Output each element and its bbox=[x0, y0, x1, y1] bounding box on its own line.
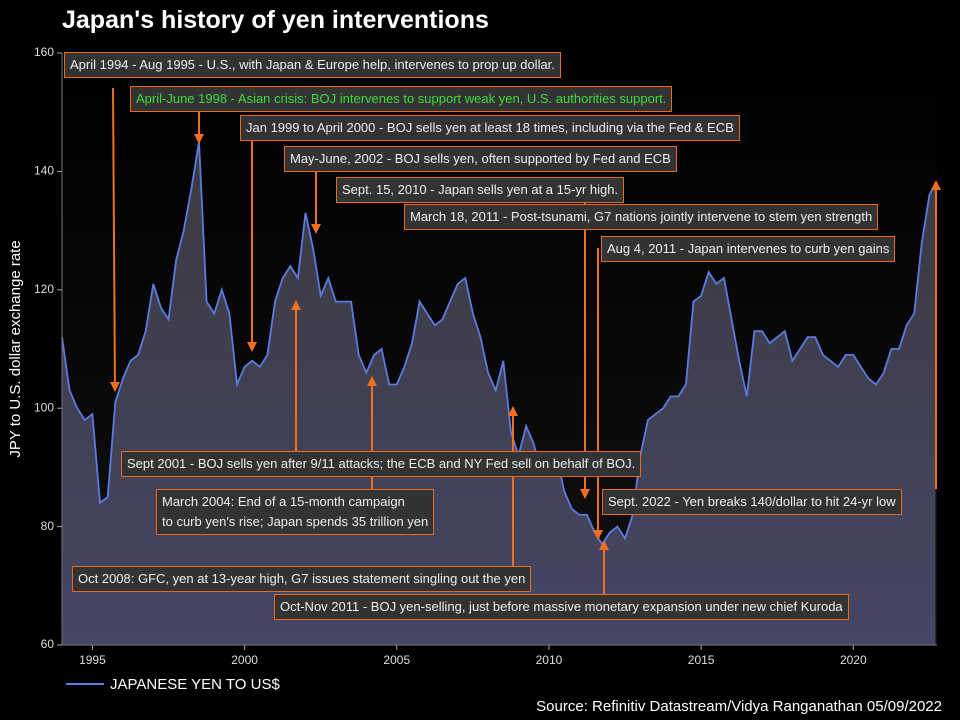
annotation: April 1994 - Aug 1995 - U.S., with Japan… bbox=[64, 52, 561, 78]
annotation-text: Jan 1999 to April 2000 - BOJ sells yen a… bbox=[246, 120, 734, 135]
annotation-text: Oct 2008: GFC, yen at 13-year high, G7 i… bbox=[78, 571, 526, 586]
annotation: Sept. 2022 - Yen breaks 140/dollar to hi… bbox=[602, 489, 902, 515]
annotation: March 2004: End of a 15-month campaign to… bbox=[156, 489, 435, 535]
source: Source: Refinitiv Datastream/Vidya Ranga… bbox=[536, 698, 942, 715]
x-tick-label: 2015 bbox=[688, 653, 715, 667]
annotation-text: May-June, 2002 - BOJ sells yen, often su… bbox=[290, 151, 671, 166]
x-tick-label: 2020 bbox=[840, 653, 867, 667]
y-tick-label: 60 bbox=[41, 637, 55, 651]
x-tick-label: 1995 bbox=[79, 653, 106, 667]
y-tick-label: 160 bbox=[34, 45, 54, 59]
y-tick-label: 140 bbox=[34, 164, 54, 178]
annotation-text: April 1994 - Aug 1995 - U.S., with Japan… bbox=[70, 57, 555, 72]
annotation-text: Sept 2001 - BOJ sells yen after 9/11 att… bbox=[127, 456, 636, 471]
annotation-text: to curb yen's rise; Japan spends 35 tril… bbox=[162, 514, 429, 529]
annotation: March 18, 2011 - Post-tsunami, G7 nation… bbox=[404, 204, 879, 230]
annotation-text: April-June 1998 - Asian crisis: BOJ inte… bbox=[136, 91, 667, 106]
y-axis-label: JPY to U.S. dollar exchange rate bbox=[7, 240, 24, 457]
annotation: Oct-Nov 2011 - BOJ yen-selling, just bef… bbox=[274, 594, 849, 620]
x-tick-label: 2005 bbox=[383, 653, 410, 667]
x-tick-label: 2000 bbox=[231, 653, 258, 667]
chart-title: Japan's history of yen interventions bbox=[62, 6, 489, 34]
annotation: Oct 2008: GFC, yen at 13-year high, G7 i… bbox=[72, 566, 532, 592]
annotation-text: Aug 4, 2011 - Japan intervenes to curb y… bbox=[607, 241, 890, 256]
annotation-text: March 2004: End of a 15-month campaign bbox=[162, 494, 405, 509]
annotation: May-June, 2002 - BOJ sells yen, often su… bbox=[284, 146, 677, 172]
y-tick-label: 120 bbox=[34, 282, 54, 296]
legend-label: JAPANESE YEN TO US$ bbox=[110, 676, 280, 693]
arrows bbox=[109, 87, 941, 594]
annotation-text: Sept. 2022 - Yen breaks 140/dollar to hi… bbox=[608, 494, 896, 509]
annotation-text: Sept. 15, 2010 - Japan sells yen at a 15… bbox=[342, 182, 619, 197]
line bbox=[61, 141, 937, 547]
annotation-text: Oct-Nov 2011 - BOJ yen-selling, just bef… bbox=[280, 599, 843, 614]
annotation: Jan 1999 to April 2000 - BOJ sells yen a… bbox=[240, 115, 740, 141]
arrow bbox=[109, 87, 120, 392]
y-tick-label: 100 bbox=[34, 400, 54, 414]
annotation: Aug 4, 2011 - Japan intervenes to curb y… bbox=[601, 236, 896, 262]
annotation-text: March 18, 2011 - Post-tsunami, G7 nation… bbox=[410, 209, 873, 224]
annotation: Sept. 15, 2010 - Japan sells yen at a 15… bbox=[336, 177, 625, 203]
annotation: Sept 2001 - BOJ sells yen after 9/11 att… bbox=[121, 451, 642, 477]
x-tick-label: 2010 bbox=[536, 653, 563, 667]
annotation: April-June 1998 - Asian crisis: BOJ inte… bbox=[130, 86, 673, 112]
y-tick-label: 80 bbox=[41, 519, 55, 533]
